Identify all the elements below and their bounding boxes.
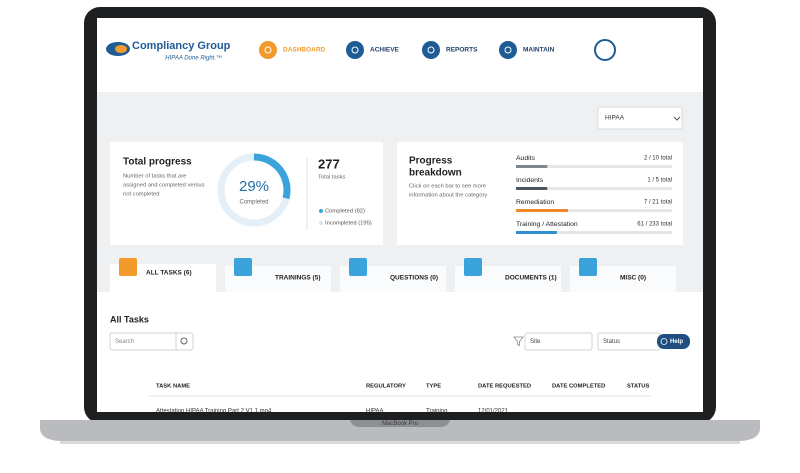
legend-dot <box>319 221 323 225</box>
table-cell: 12/01/2021 <box>478 409 509 415</box>
tab-label[interactable]: DOCUMENTS (1) <box>505 275 557 282</box>
tab-icon <box>234 258 252 276</box>
tab-label[interactable]: ALL TASKS (6) <box>146 270 192 277</box>
card-description: Number of tasks that are <box>123 174 186 180</box>
legend-label: Incompleted (195) <box>325 221 372 227</box>
category-name[interactable]: Remediation <box>516 199 554 206</box>
total-tasks: 277 <box>318 156 340 171</box>
table-cell: Attestation HIPAA Training Part 2 V1.1.m… <box>156 409 272 415</box>
search-box[interactable] <box>109 332 194 351</box>
nav-item[interactable]: ACHIEVE <box>370 47 400 54</box>
category-count: 1 / 5 total <box>647 178 672 184</box>
nav-icon[interactable] <box>499 41 517 59</box>
column-header[interactable]: REGULATORY <box>366 384 406 390</box>
category-name[interactable]: Incidents <box>516 177 544 184</box>
help-button[interactable] <box>657 334 690 349</box>
card-description: not completed <box>123 192 159 198</box>
screen: Compliancy Group HIPAA Done Right.™ DASHBO… <box>97 18 703 415</box>
bar-track[interactable] <box>516 231 672 234</box>
filter-label[interactable]: Status <box>603 339 620 345</box>
help-icon <box>660 338 668 345</box>
bar-track[interactable] <box>516 165 672 168</box>
table-cell: HIPAA <box>366 409 384 415</box>
tab-icon <box>464 258 482 276</box>
bar-fill[interactable] <box>516 209 568 212</box>
tab-label[interactable]: TRAININGS (5) <box>275 275 321 282</box>
nav-icon-glyph <box>264 46 272 54</box>
card-description: Click on each bar to see more <box>409 184 486 190</box>
base-shadow <box>60 441 740 444</box>
card-title: Progress <box>409 156 453 167</box>
nav-icon[interactable] <box>259 41 277 59</box>
category-name[interactable]: Audits <box>516 155 535 162</box>
tab-label[interactable]: QUESTIONS (0) <box>390 275 438 282</box>
nav-icon-glyph <box>351 46 359 54</box>
tab-icon <box>119 258 137 276</box>
card <box>397 142 683 245</box>
percent-label: 29% <box>239 178 269 195</box>
category-name[interactable]: Training / Attestation <box>516 221 578 228</box>
section-title: All Tasks <box>110 314 149 324</box>
nav-icon-glyph <box>504 46 512 54</box>
tab-label[interactable]: MISC (0) <box>620 275 646 282</box>
bar-fill[interactable] <box>516 231 557 234</box>
card-title: breakdown <box>409 168 462 179</box>
laptop-base <box>40 420 760 441</box>
column-header[interactable]: DATE COMPLETED <box>552 384 605 390</box>
nav-item[interactable]: DASHBOARD <box>283 47 326 54</box>
table <box>148 377 651 412</box>
nav-icon[interactable] <box>422 41 440 59</box>
search-icon <box>180 337 188 345</box>
column-header[interactable]: STATUS <box>627 384 649 390</box>
legend-label: Completed (82) <box>325 209 365 215</box>
table-cell: Training <box>426 409 447 415</box>
column-header[interactable]: TASK NAME <box>156 384 190 390</box>
category-count: 61 / 233 total <box>637 222 672 228</box>
logo-text: Compliancy Group <box>132 40 231 52</box>
framework-value[interactable]: HIPAA <box>605 115 625 122</box>
percent-caption: Completed <box>239 200 268 206</box>
notch <box>350 420 450 427</box>
search-placeholder[interactable]: Search <box>115 339 134 345</box>
category-count: 7 / 21 total <box>644 200 672 206</box>
nav-icon-glyph <box>427 46 435 54</box>
category-count: 2 / 10 total <box>644 156 672 162</box>
column-header[interactable]: DATE REQUESTED <box>478 384 531 390</box>
help-label[interactable]: Help <box>670 339 683 345</box>
bar-track[interactable] <box>516 187 672 190</box>
filter-icon <box>513 336 524 347</box>
filter-label[interactable]: Site <box>530 339 541 345</box>
badge <box>594 39 616 61</box>
bar-fill[interactable] <box>516 187 548 190</box>
nav-item[interactable]: REPORTS <box>446 47 478 54</box>
tab-icon <box>579 258 597 276</box>
column-header[interactable]: TYPE <box>426 384 441 390</box>
logo-mark <box>115 45 127 53</box>
logo-tagline: HIPAA Done Right.™ <box>165 55 222 62</box>
card-title: Total progress <box>123 157 192 168</box>
framework-select[interactable] <box>597 106 683 130</box>
legend-dot <box>319 209 323 213</box>
bar-fill[interactable] <box>516 165 548 168</box>
card-description: assigned and completed versus <box>123 183 205 189</box>
nav-item[interactable]: MAINTAIN <box>523 47 555 54</box>
donut-arc <box>253 153 291 200</box>
device-label: MacBook Pro <box>382 421 419 427</box>
card-description: information about the category <box>409 193 487 199</box>
total-caption: Total tasks <box>318 175 345 181</box>
site-select[interactable] <box>524 332 593 351</box>
nav-icon[interactable] <box>346 41 364 59</box>
tab-icon <box>349 258 367 276</box>
bar-track[interactable] <box>516 209 672 212</box>
chevron <box>673 116 681 121</box>
